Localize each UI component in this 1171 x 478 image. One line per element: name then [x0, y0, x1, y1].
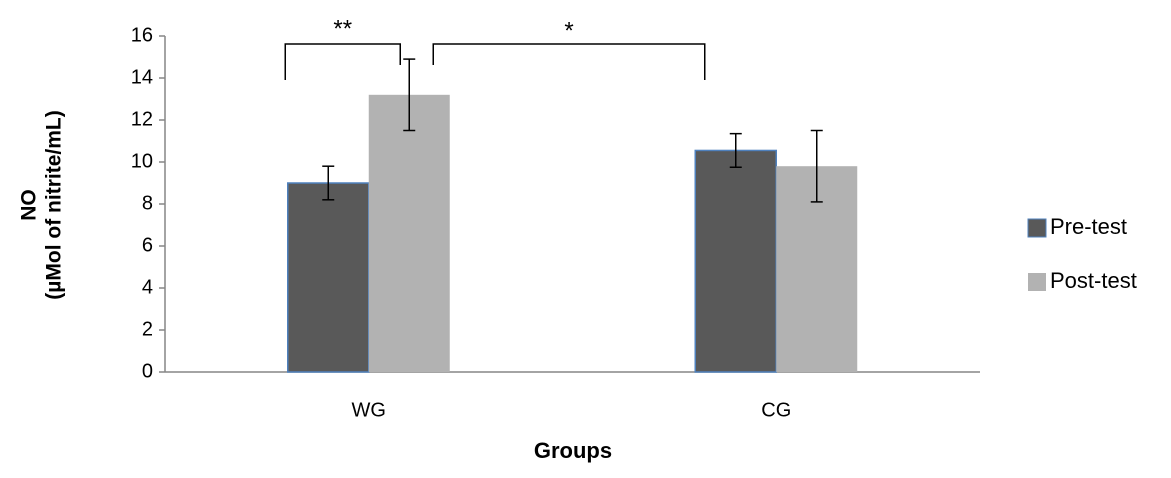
y-tick-label: 4	[142, 276, 153, 298]
y-axis-title: NO	[18, 189, 41, 221]
y-tick-label: 12	[131, 108, 153, 130]
error-bar	[729, 132, 742, 168]
significance-label: **	[333, 15, 352, 42]
bar	[694, 149, 777, 373]
bar	[368, 94, 450, 373]
y-tick-label: 6	[142, 234, 153, 256]
x-tick-label: WG	[352, 399, 386, 421]
y-tick-label: 10	[131, 150, 153, 172]
y-tick-label: 2	[142, 318, 153, 340]
y-axis-title: (µMol of nitrite/mL)	[43, 110, 66, 299]
legend-swatch	[1028, 273, 1046, 291]
y-tick-label: 0	[142, 360, 153, 382]
legend-label: Post-test	[1050, 268, 1137, 293]
error-bar	[403, 58, 416, 132]
legend-label: Pre-test	[1050, 214, 1127, 239]
significance-label: *	[564, 17, 573, 44]
y-tick-label: 16	[131, 24, 153, 46]
legend-swatch	[1027, 218, 1047, 238]
significance-bracket	[432, 43, 706, 80]
x-axis-title: Groups	[534, 438, 612, 463]
x-tick-label: CG	[761, 399, 791, 421]
significance-bracket	[284, 43, 401, 80]
bar	[287, 182, 370, 373]
y-tick-label: 8	[142, 192, 153, 214]
error-bar	[810, 129, 823, 203]
y-tick-label: 14	[131, 66, 153, 88]
error-bar	[322, 165, 335, 201]
